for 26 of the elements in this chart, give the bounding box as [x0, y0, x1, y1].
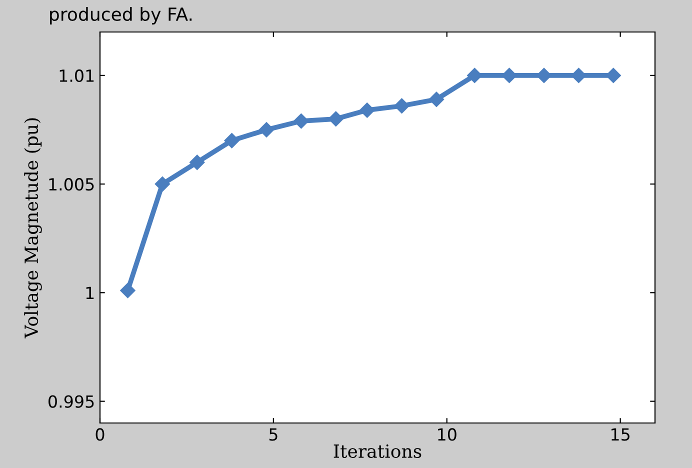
x-tick-label: 0	[96, 428, 104, 441]
point	[467, 68, 482, 84]
x-tick-label: 10	[438, 428, 456, 441]
y-tick-label: 1.005	[49, 178, 94, 191]
point	[294, 113, 309, 129]
x-axis-title: Iterations	[334, 444, 422, 458]
point	[360, 102, 375, 118]
point	[394, 98, 410, 114]
text: produced by FA.	[50, 7, 192, 24]
point	[258, 122, 274, 138]
point	[606, 68, 621, 84]
point	[224, 133, 240, 148]
point	[571, 68, 586, 84]
point	[120, 282, 136, 298]
y-tick-label: 1	[86, 286, 94, 299]
x-tick-label: 15	[612, 428, 630, 441]
y-tick-label: 1.01	[60, 69, 94, 82]
point	[428, 92, 444, 107]
point	[536, 68, 552, 84]
point	[154, 176, 170, 192]
x-tick-label: 5	[269, 428, 278, 441]
point	[190, 154, 205, 170]
point	[502, 68, 517, 84]
y-tick-label: 0.995	[48, 395, 94, 408]
y-axis-title: Voltage Magnetude (pu)	[24, 118, 42, 338]
point	[328, 111, 344, 126]
